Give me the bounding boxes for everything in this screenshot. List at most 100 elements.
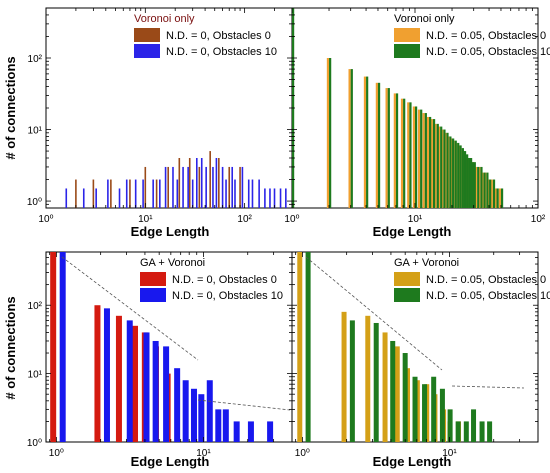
x-tick-label: 10⁰ [49,448,64,459]
bar [483,172,486,208]
bar [498,188,501,208]
bar [239,166,241,208]
bar [415,106,418,208]
bar [457,142,460,208]
bar [95,188,97,208]
bar [152,340,159,442]
bar [297,252,303,442]
bar [174,368,181,442]
legend-entry: N.D. = 0, Obstacles 10 [172,290,283,302]
bar [431,376,437,442]
bar [182,380,189,442]
bar [94,305,101,442]
bar [231,166,234,208]
legend-swatch [134,44,160,58]
legend-entry: N.D. = 0.05, Obstacles 10 [426,46,550,58]
x-axis-label-top-left: Edge Length [131,224,210,239]
x-tick-label: 10⁰ [284,214,299,225]
bar [350,69,353,208]
bar [264,188,266,208]
y-tick-label: 10¹ [28,126,43,137]
legend-swatch [134,28,160,42]
bar [422,384,428,442]
x-axis-label-bottom-left: Edge Length [131,454,210,469]
y-axis-label-top: # of connections [3,56,18,159]
bar [449,136,452,208]
legend-entry: N.D. = 0, Obstacles 0 [172,274,277,286]
bar [348,69,351,208]
bar [167,166,169,208]
bar [395,93,399,208]
legend-swatch [394,272,420,286]
bar [434,123,437,208]
bar [115,315,122,442]
bar [422,113,425,208]
y-tick-label: 10² [28,54,43,65]
bar [82,188,85,208]
bar [196,158,198,208]
bar [471,162,475,208]
legend-entry: N.D. = 0, Obstacles 10 [166,46,277,58]
legend-entry: N.D. = 0.05, Obstacles 10 [426,290,550,302]
bar [50,252,57,442]
bar [205,166,207,208]
bar [247,421,254,442]
bar [377,82,381,208]
legend-bottom-left: GA + Voronoi N.D. = 0, Obstacles 0 N.D. … [140,257,283,302]
x-tick-label: 10¹ [442,448,457,459]
bar [152,179,154,208]
bar [172,166,174,208]
legend-title: GA + Voronoi [394,257,459,269]
trend-line-bottom-right [305,256,443,371]
x-axis-label-bottom-right: Edge Length [373,454,452,469]
y-axis-label-bottom: # of connections [3,296,18,399]
legend-title: GA + Voronoi [140,257,205,269]
bar [394,346,400,442]
bar [387,88,390,208]
bar [412,376,418,442]
bar [182,166,184,208]
bar [200,158,203,208]
x-tick-label: 10¹ [138,214,153,225]
bar [218,158,220,208]
bar [279,188,282,208]
bar [432,119,436,208]
bar [103,308,110,442]
legend-title: Voronoi only [394,13,455,25]
bar [382,332,388,442]
bar [443,129,446,208]
bar [349,320,355,442]
bar [155,179,158,208]
bar [439,388,445,442]
bar [479,421,485,442]
bar [447,409,453,442]
legend-entry: N.D. = 0.05, Obstacles 0 [426,30,546,42]
bar [107,179,109,208]
bar [440,126,443,208]
bar [452,138,455,208]
bar [407,102,410,208]
bar [473,162,476,208]
bar [65,188,68,208]
bar [403,98,406,208]
bar [385,88,388,208]
bar [228,166,231,208]
legend-title: Voronoi only [134,13,195,25]
bar [209,151,211,208]
plateau-line-bottom-right [451,385,525,389]
bar [363,76,367,208]
x-tick-label: 10¹ [408,214,423,225]
bar [273,188,276,208]
bar [496,188,499,208]
bar [437,126,441,208]
bar [176,179,179,208]
bar [446,132,449,208]
y-tick-label: 10¹ [28,370,43,381]
bar [251,179,254,208]
bar [487,421,493,442]
bar [477,166,480,208]
bar [426,116,430,208]
bar [468,158,471,208]
bar [129,179,131,208]
bar [341,311,347,442]
